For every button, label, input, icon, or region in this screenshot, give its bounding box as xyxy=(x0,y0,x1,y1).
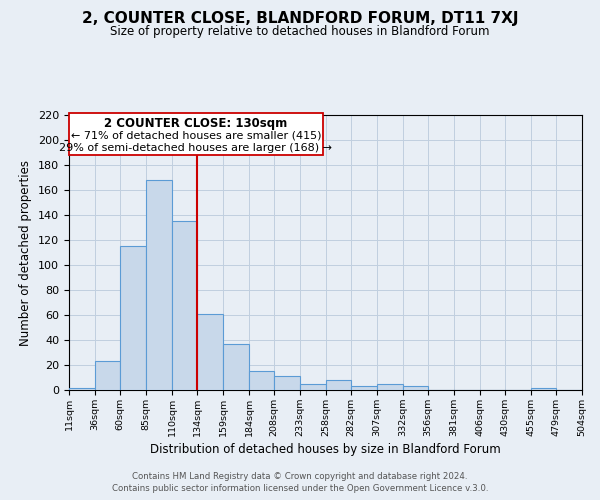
Text: 2 COUNTER CLOSE: 130sqm: 2 COUNTER CLOSE: 130sqm xyxy=(104,116,287,130)
Bar xyxy=(274,376,300,390)
Text: Size of property relative to detached houses in Blandford Forum: Size of property relative to detached ho… xyxy=(110,25,490,38)
Bar xyxy=(120,246,146,390)
Bar xyxy=(351,386,377,390)
Bar xyxy=(146,180,172,390)
Bar xyxy=(531,388,556,390)
Text: Contains public sector information licensed under the Open Government Licence v.: Contains public sector information licen… xyxy=(112,484,488,493)
Bar xyxy=(249,371,274,390)
Y-axis label: Number of detached properties: Number of detached properties xyxy=(19,160,32,346)
Bar xyxy=(223,344,249,390)
Bar xyxy=(95,361,120,390)
Bar xyxy=(300,384,326,390)
X-axis label: Distribution of detached houses by size in Blandford Forum: Distribution of detached houses by size … xyxy=(150,443,501,456)
Text: 29% of semi-detached houses are larger (168) →: 29% of semi-detached houses are larger (… xyxy=(59,143,332,153)
Bar xyxy=(172,221,197,390)
Text: Contains HM Land Registry data © Crown copyright and database right 2024.: Contains HM Land Registry data © Crown c… xyxy=(132,472,468,481)
Bar xyxy=(403,386,428,390)
Bar xyxy=(197,314,223,390)
Text: ← 71% of detached houses are smaller (415): ← 71% of detached houses are smaller (41… xyxy=(71,130,321,140)
Bar xyxy=(377,384,403,390)
Bar xyxy=(69,388,95,390)
Bar xyxy=(326,380,351,390)
Text: 2, COUNTER CLOSE, BLANDFORD FORUM, DT11 7XJ: 2, COUNTER CLOSE, BLANDFORD FORUM, DT11 … xyxy=(82,11,518,26)
